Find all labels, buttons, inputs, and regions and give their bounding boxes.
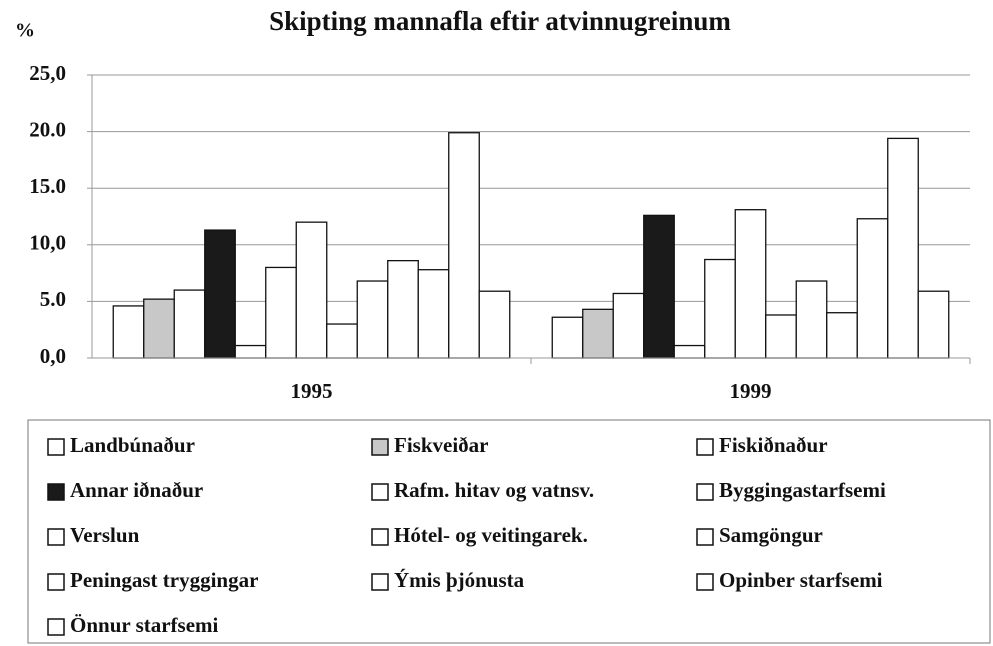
legend-swatch [47, 618, 65, 636]
bar [387, 259, 419, 359]
legend-swatch [47, 438, 65, 456]
bar [204, 229, 236, 359]
legend-swatch [47, 528, 65, 546]
legend-swatch [47, 483, 65, 501]
legend-label: Byggingastarfsemi [719, 478, 886, 502]
bar [612, 292, 645, 359]
bar [704, 258, 736, 359]
x-tick-label: 1995 [291, 379, 333, 403]
legend-swatch [371, 483, 389, 501]
bar [856, 218, 889, 359]
bar [734, 209, 767, 359]
bar [295, 221, 328, 359]
y-axis-label: % [15, 20, 35, 42]
y-tick-label: 5.0 [40, 287, 66, 311]
bar [765, 314, 797, 359]
legend-label: Hótel- og veitingarek. [394, 523, 588, 547]
legend-label: Opinber starfsemi [719, 568, 883, 592]
legend-swatch [371, 528, 389, 546]
chart-title: Skipting mannafla eftir atvinnugreinum [269, 6, 731, 36]
bar [417, 269, 450, 359]
y-tick-label: 10,0 [29, 231, 66, 255]
y-tick-label: 0,0 [40, 344, 66, 368]
bar [326, 323, 358, 359]
y-tick-label: 25,0 [29, 61, 66, 85]
bar [795, 280, 828, 359]
bar [826, 312, 858, 359]
x-tick-label: 1999 [730, 379, 772, 403]
bar [143, 298, 175, 359]
legend-label: Fiskiðnaður [719, 433, 828, 457]
bar [478, 290, 511, 359]
y-tick-label: 20.0 [29, 117, 66, 141]
legend-swatch [696, 438, 714, 456]
legend-label: Fiskveiðar [394, 433, 489, 457]
legend-swatch [371, 573, 389, 591]
legend-label: Ýmis þjónusta [394, 568, 525, 592]
legend-label: Landbúnaður [70, 433, 195, 457]
legend-swatch [696, 573, 714, 591]
bar [887, 137, 919, 359]
bar [673, 344, 706, 359]
bar [112, 305, 145, 359]
legend-label: Samgöngur [719, 523, 823, 547]
bar [173, 289, 206, 359]
bar [265, 266, 297, 359]
bar [356, 280, 389, 359]
legend-box [27, 419, 991, 644]
bar [448, 132, 480, 359]
legend-swatch [696, 483, 714, 501]
legend-swatch [47, 573, 65, 591]
bar [643, 214, 675, 359]
bar [917, 290, 950, 359]
bar [582, 308, 614, 359]
y-tick-label: 15.0 [29, 174, 66, 198]
legend-label: Peningast tryggingar [70, 568, 258, 592]
legend-label: Önnur starfsemi [70, 613, 219, 637]
legend-label: Annar iðnaður [70, 478, 203, 502]
legend-swatch [696, 528, 714, 546]
bar [551, 316, 584, 359]
bar [234, 344, 267, 359]
legend-label: Rafm. hitav og vatnsv. [394, 478, 594, 502]
legend-label: Verslun [70, 523, 140, 547]
legend-swatch [371, 438, 389, 456]
